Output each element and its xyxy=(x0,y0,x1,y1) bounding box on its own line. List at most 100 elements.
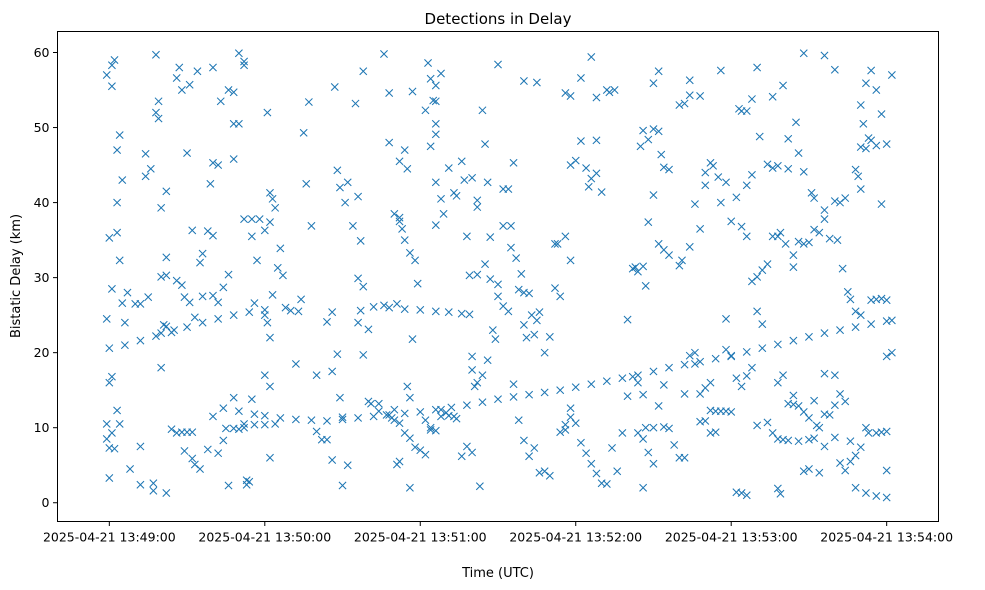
data-point-marker xyxy=(856,443,865,452)
data-point-marker xyxy=(198,292,207,301)
data-point-marker xyxy=(540,388,549,397)
data-point-marker xyxy=(659,380,668,389)
data-point-marker xyxy=(836,326,845,335)
data-point-marker xyxy=(846,295,855,304)
data-point-marker xyxy=(789,336,798,345)
data-point-marker xyxy=(341,198,350,207)
data-point-marker xyxy=(753,272,762,281)
data-point-marker xyxy=(424,59,433,67)
data-point-marker xyxy=(359,282,368,291)
data-point-marker xyxy=(107,82,116,91)
data-point-marker xyxy=(872,86,881,95)
data-point-marker xyxy=(278,271,287,280)
data-point-marker xyxy=(820,215,829,224)
data-point-marker xyxy=(136,299,145,308)
data-point-marker xyxy=(102,71,111,79)
data-point-marker xyxy=(468,173,477,182)
data-point-marker xyxy=(473,378,482,387)
data-point-marker xyxy=(221,424,230,433)
data-point-marker xyxy=(307,221,316,230)
data-point-marker xyxy=(403,164,412,173)
data-point-marker xyxy=(678,256,686,265)
data-point-marker xyxy=(294,307,303,316)
data-point-marker xyxy=(263,318,272,327)
data-point-marker xyxy=(763,160,772,169)
data-point-marker xyxy=(141,172,150,181)
data-point-marker xyxy=(172,276,181,285)
data-point-marker xyxy=(610,86,619,95)
data-point-marker xyxy=(545,471,554,480)
data-point-marker xyxy=(462,401,471,410)
data-point-marker xyxy=(385,303,394,312)
data-point-marker xyxy=(737,489,746,497)
data-point-marker xyxy=(380,301,388,310)
data-point-marker xyxy=(214,161,223,170)
data-point-marker xyxy=(512,254,521,263)
data-point-marker xyxy=(613,467,622,476)
data-point-marker xyxy=(742,491,751,500)
data-point-marker xyxy=(354,274,363,283)
data-point-marker xyxy=(776,228,785,237)
data-point-marker xyxy=(571,419,580,428)
data-point-marker xyxy=(478,371,487,380)
data-point-marker xyxy=(773,378,782,387)
data-point-marker xyxy=(882,140,891,149)
data-point-marker xyxy=(312,427,321,436)
data-point-marker xyxy=(820,442,829,451)
data-point-marker xyxy=(776,489,785,498)
data-point-marker xyxy=(437,412,445,421)
data-point-marker xyxy=(737,222,746,231)
data-point-marker xyxy=(582,449,591,458)
x-tick-label: 2025-04-21 13:53:00 xyxy=(665,530,798,545)
data-point-marker xyxy=(861,489,870,497)
data-point-marker xyxy=(400,305,409,314)
data-point-marker xyxy=(810,194,819,203)
data-point-marker xyxy=(190,313,199,322)
data-point-marker xyxy=(136,442,145,451)
data-point-marker xyxy=(696,92,705,101)
data-point-marker xyxy=(690,348,699,357)
data-point-marker xyxy=(618,428,627,437)
data-point-marker xyxy=(157,363,166,372)
data-point-marker xyxy=(188,226,197,235)
data-point-marker xyxy=(701,168,710,177)
data-point-marker xyxy=(196,258,204,267)
data-point-marker xyxy=(444,308,453,317)
data-point-marker xyxy=(115,256,124,265)
data-point-marker xyxy=(426,423,435,432)
data-point-marker xyxy=(654,239,663,248)
data-point-marker xyxy=(390,416,399,425)
data-point-marker xyxy=(356,306,365,315)
data-point-marker xyxy=(742,371,751,380)
data-point-marker xyxy=(807,188,816,197)
data-point-marker xyxy=(540,348,549,357)
data-point-marker xyxy=(431,221,440,230)
data-point-marker xyxy=(825,410,834,419)
data-point-marker xyxy=(299,128,308,137)
data-point-marker xyxy=(732,193,741,202)
data-point-marker xyxy=(154,97,163,106)
data-point-marker xyxy=(276,244,285,253)
data-point-marker xyxy=(701,181,710,190)
data-point-marker xyxy=(571,156,580,165)
data-point-marker xyxy=(561,232,570,241)
data-point-marker xyxy=(737,382,746,391)
data-point-marker xyxy=(773,340,782,349)
data-point-marker xyxy=(107,428,116,437)
data-point-marker xyxy=(851,323,860,332)
data-point-marker xyxy=(576,137,585,146)
data-point-marker xyxy=(240,215,249,224)
data-point-marker xyxy=(149,479,158,488)
data-point-marker xyxy=(680,99,689,108)
data-point-marker xyxy=(113,228,122,237)
data-point-marker xyxy=(247,232,256,241)
data-point-marker xyxy=(162,271,171,280)
data-point-marker xyxy=(172,74,181,82)
data-point-marker xyxy=(742,181,751,190)
data-point-marker xyxy=(462,232,471,241)
data-point-marker xyxy=(439,209,448,218)
data-point-marker xyxy=(639,262,648,271)
data-point-marker xyxy=(499,221,508,230)
data-point-marker xyxy=(804,465,813,473)
